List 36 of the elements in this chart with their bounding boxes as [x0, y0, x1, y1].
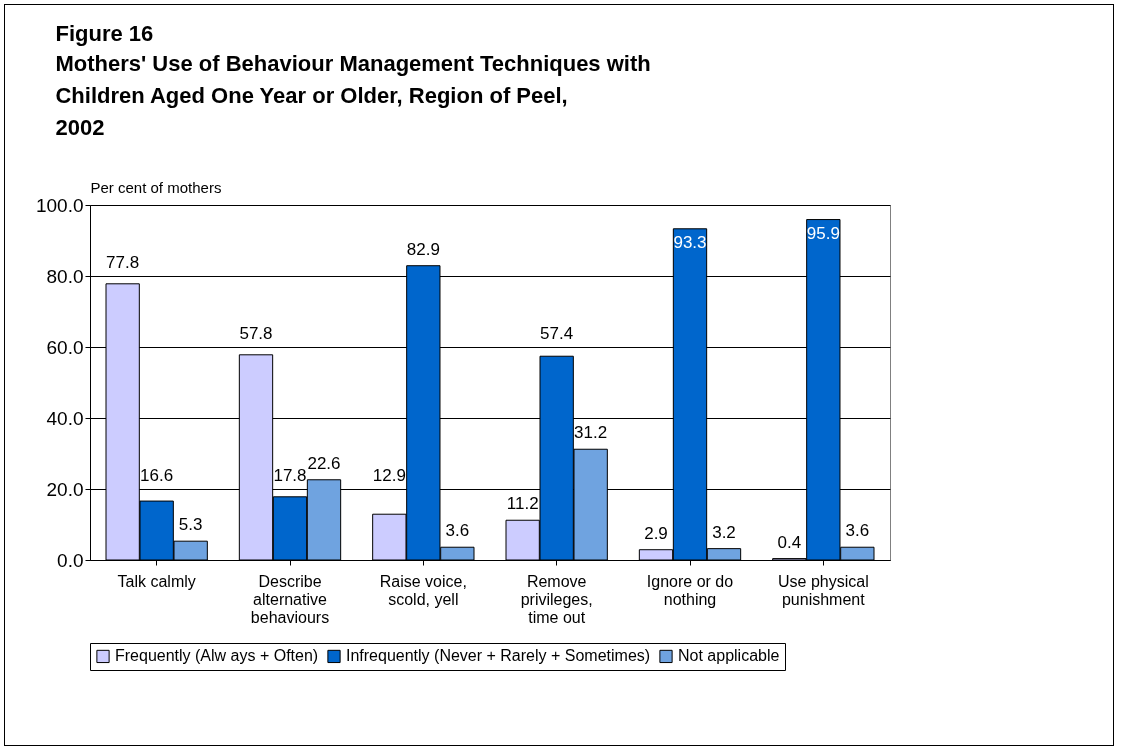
legend-label: Frequently (Alw ays + Often) [115, 647, 319, 665]
data-label: 16.6 [140, 466, 174, 486]
x-tick-label: Raise voice, scold, yell [379, 572, 467, 608]
legend-label: Not applicable [678, 647, 780, 665]
y-tick-label: 100.0 [35, 194, 84, 216]
data-label: 82.9 [406, 239, 440, 259]
x-tick-label: Ignore or do nothing [646, 572, 734, 608]
y-tick-label: 40.0 [46, 407, 84, 429]
data-label: 3.2 [712, 522, 736, 542]
data-label: 57.8 [239, 324, 273, 344]
data-label: 17.8 [273, 466, 307, 486]
data-label: 57.4 [540, 324, 574, 344]
data-label: 3.6 [845, 521, 870, 541]
data-label: 3.6 [445, 521, 470, 541]
data-label: 0.4 [777, 532, 802, 552]
y-tick-label: 60.0 [46, 336, 84, 358]
data-label: 2.9 [644, 523, 668, 543]
y-tick-label: 80.0 [46, 265, 84, 287]
data-label: 77.8 [106, 253, 140, 273]
chart-title: Figure 16 [55, 21, 154, 46]
x-tick-label: Use physical punishment [777, 572, 869, 608]
data-label: 93.3 [673, 232, 707, 252]
data-label: 22.6 [307, 453, 341, 473]
data-label: 5.3 [178, 515, 203, 535]
legend-label: Infrequently (Never + Rarely + Sometimes) [346, 647, 651, 665]
data-label: 12.9 [372, 466, 406, 486]
chart-subtitle: Mothers' Use of Behaviour Management Techniques with Children Aged One Year or Older, Region of Peel, 2002 [55, 51, 651, 140]
data-label: 95.9 [806, 223, 840, 243]
y-tick-label: 20.0 [46, 478, 84, 500]
x-tick-label: Talk calmly [117, 572, 196, 590]
data-label: 11.2 [506, 494, 539, 514]
y-axis-title: Per cent of mothers [90, 178, 222, 196]
x-tick-label: Describe alternative behaviours [250, 572, 330, 626]
y-tick-label: 0.0 [57, 549, 84, 571]
data-label: 31.2 [574, 423, 608, 443]
x-tick-label: Remove privileges, time out [520, 572, 593, 626]
